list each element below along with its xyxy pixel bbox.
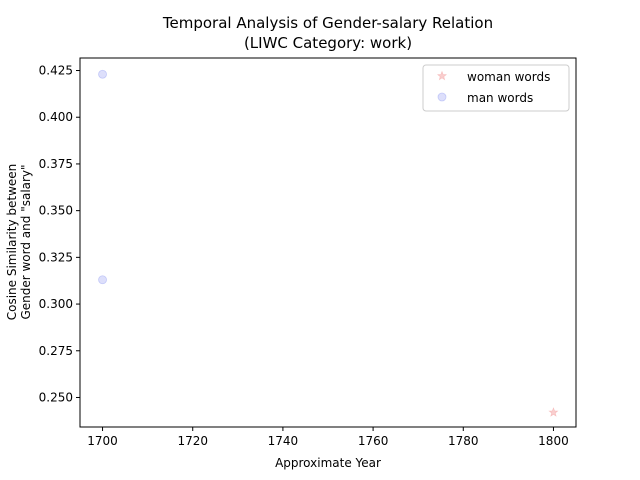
- x-tick-label: 1700: [87, 434, 118, 448]
- legend-box: [422, 64, 570, 112]
- x-axis-ticks: 1700 1720 1740 1760 1780 1800: [87, 427, 569, 448]
- y-axis-label: Cosine Similarity between Gender word an…: [5, 164, 33, 321]
- y-axis-label-line-1: Cosine Similarity between: [5, 164, 19, 321]
- x-axis-label: Approximate Year: [275, 456, 381, 470]
- y-tick-label: 0.425: [39, 64, 73, 78]
- x-tick-label: 1780: [448, 434, 479, 448]
- plot-frame: [79, 57, 577, 428]
- man-words-point: [98, 69, 107, 79]
- legend-circle-icon: [437, 92, 447, 102]
- data-points: [98, 69, 559, 417]
- legend: woman words man words: [422, 64, 570, 112]
- y-tick-label: 0.350: [39, 204, 73, 218]
- x-tick-label: 1740: [268, 434, 299, 448]
- legend-label-man: man words: [467, 91, 533, 105]
- x-tick-label: 1800: [538, 434, 569, 448]
- chart-title: Temporal Analysis of Gender-salary Relat…: [162, 14, 493, 32]
- y-tick-label: 0.400: [39, 110, 73, 124]
- x-tick-label: 1720: [177, 434, 208, 448]
- x-tick-label: 1760: [358, 434, 389, 448]
- y-tick-label: 0.250: [39, 390, 73, 404]
- y-tick-label: 0.375: [39, 157, 73, 171]
- y-axis-label-line-2: Gender word and "salary": [19, 164, 33, 319]
- woman-words-point: [548, 407, 559, 417]
- y-tick-label: 0.275: [39, 344, 73, 358]
- legend-star-icon: [436, 70, 448, 81]
- chart-subtitle: (LIWC Category: work): [244, 34, 412, 52]
- man-words-point: [98, 275, 107, 285]
- y-tick-label: 0.300: [39, 297, 73, 311]
- legend-label-woman: woman words: [467, 70, 550, 84]
- y-axis-ticks: 0.250 0.275 0.300 0.325 0.350 0.375 0.400 0.425: [39, 64, 80, 404]
- y-tick-label: 0.325: [39, 250, 73, 264]
